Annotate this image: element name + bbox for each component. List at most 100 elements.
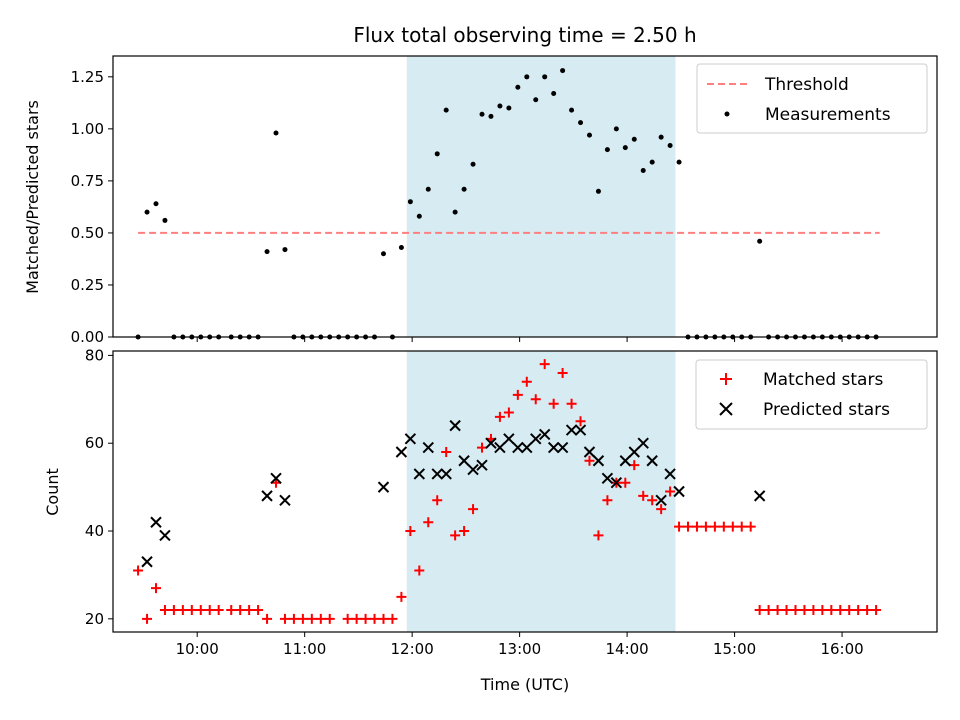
- predicted-star-point: [261, 490, 273, 502]
- predicted-stars-points: [141, 419, 766, 568]
- measurement-point: [578, 120, 584, 126]
- matched-star-point: [414, 565, 425, 576]
- matched-star-point: [253, 605, 264, 616]
- x-axis-label: Time (UTC): [480, 675, 569, 694]
- legend-predicted-label: Predicted stars: [763, 400, 890, 420]
- predicted-star-point: [583, 446, 596, 458]
- matched-star-point: [629, 460, 640, 471]
- measurement-point: [282, 247, 288, 253]
- legend-threshold-label: Threshold: [764, 75, 849, 95]
- y-tick-label: 1.25: [71, 68, 104, 86]
- ratio-plot-frame: [112, 55, 938, 338]
- legend-box: [695, 359, 928, 430]
- predicted-star-point: [574, 424, 587, 436]
- measurement-point: [470, 161, 476, 167]
- observing-window-shade: [406, 56, 676, 337]
- predicted-star-point: [664, 468, 676, 480]
- measurement-point: [604, 147, 610, 153]
- legend-matched-label: Matched stars: [763, 370, 883, 390]
- matched-star-point: [168, 605, 179, 616]
- matched-star-point: [468, 504, 479, 515]
- y-axis-label: Count: [43, 468, 62, 516]
- predicted-star-point: [619, 455, 632, 467]
- matched-star-point: [503, 407, 514, 418]
- count-plot-frame: [112, 350, 938, 633]
- y-tick-label: 20: [85, 610, 104, 628]
- x-axis-ticks: 10:00 11:00 12:00 13:00 14:00 15:00 16:00: [176, 632, 864, 658]
- legend-predicted-swatch: [719, 402, 733, 416]
- matched-star-point: [602, 495, 613, 506]
- x-tick-label: 13:00: [498, 640, 541, 658]
- predicted-star-point: [503, 433, 515, 445]
- matched-star-point: [244, 605, 255, 616]
- matched-star-point: [369, 613, 380, 624]
- matched-star-point: [405, 526, 416, 537]
- measurement-point: [416, 213, 422, 219]
- matched-star-point: [142, 613, 153, 624]
- y-tick-label: 0.00: [71, 328, 104, 346]
- matched-star-point: [315, 613, 326, 624]
- y-axis-ticks: 20 40 60 80: [85, 346, 113, 628]
- predicted-star-point: [404, 433, 417, 445]
- matched-star-point: [521, 376, 532, 387]
- matched-star-point: [441, 446, 452, 457]
- predicted-star-point: [431, 468, 443, 480]
- measurement-point: [658, 134, 664, 140]
- matched-star-point: [593, 530, 604, 541]
- matched-star-point: [772, 605, 783, 616]
- matched-star-point: [324, 613, 335, 624]
- y-tick-label: 80: [85, 346, 104, 364]
- matched-stars-points: [133, 359, 882, 624]
- predicted-star-point: [270, 472, 282, 485]
- matched-star-point: [235, 605, 246, 616]
- matched-star-point: [548, 398, 559, 409]
- matched-star-point: [342, 613, 353, 624]
- measurement-point: [425, 186, 431, 192]
- matched-star-point: [512, 389, 523, 400]
- matched-star-point: [133, 565, 144, 576]
- predicted-star-point: [377, 481, 390, 493]
- matched-star-point: [150, 583, 161, 594]
- matched-star-point: [387, 613, 398, 624]
- predicted-star-point: [565, 424, 578, 436]
- measurement-point: [398, 244, 404, 250]
- matched-star-point: [195, 605, 206, 616]
- measurement-point: [595, 188, 601, 194]
- predicted-star-point: [673, 485, 685, 498]
- x-tick-label: 11:00: [283, 640, 326, 658]
- x-tick-label: 14:00: [605, 640, 648, 658]
- matched-star-point: [817, 605, 828, 616]
- matched-star-point: [539, 359, 550, 370]
- matched-star-point: [432, 495, 443, 506]
- matched-star-point: [745, 521, 756, 532]
- measurement-point: [497, 103, 503, 109]
- matched-star-point: [204, 605, 215, 616]
- predicted-star-point: [494, 441, 506, 454]
- predicted-star-point: [530, 433, 542, 445]
- matched-star-point: [477, 442, 488, 453]
- measurement-point: [640, 167, 646, 173]
- measurement-point: [443, 107, 449, 113]
- predicted-star-point: [655, 494, 667, 506]
- y-tick-label: 0.50: [71, 224, 104, 242]
- matched-star-point: [656, 504, 667, 515]
- measurement-point: [676, 159, 682, 165]
- matched-star-point: [862, 605, 873, 616]
- matched-star-point: [808, 605, 819, 616]
- measurement-point: [506, 105, 512, 111]
- matched-star-point: [396, 591, 407, 602]
- predicted-star-point: [556, 441, 569, 454]
- matched-star-point: [177, 605, 188, 616]
- matched-star-point: [826, 605, 837, 616]
- measurement-point: [380, 251, 386, 257]
- matched-star-point: [718, 521, 729, 532]
- y-tick-label: 60: [85, 434, 104, 452]
- matched-star-point: [691, 521, 702, 532]
- matched-star-point: [853, 605, 864, 616]
- measurement-point: [622, 145, 628, 151]
- chart-title: Flux total observing time = 2.50 h: [353, 23, 696, 47]
- x-tick-label: 16:00: [820, 640, 863, 658]
- predicted-star-point: [279, 494, 291, 506]
- measurement-point: [162, 217, 168, 223]
- measurement-point: [153, 201, 159, 207]
